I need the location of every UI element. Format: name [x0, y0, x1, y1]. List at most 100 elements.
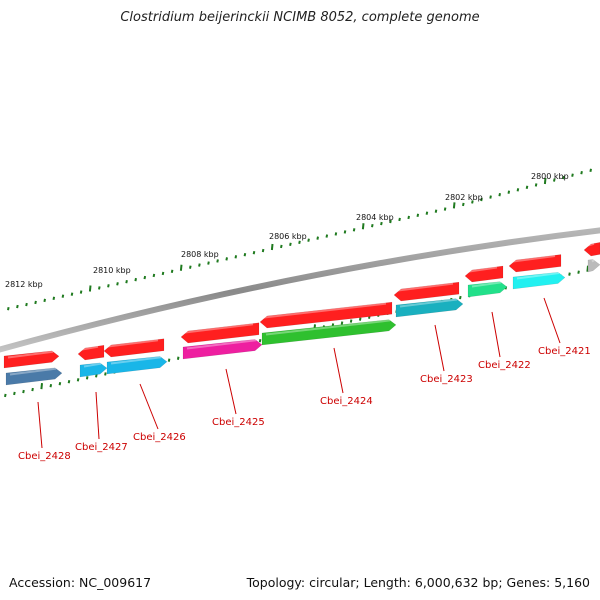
scale-tick — [498, 192, 501, 197]
genome-backbone — [0, 227, 600, 353]
scale-tick — [425, 211, 429, 215]
cds-feature-highlight — [263, 302, 387, 319]
leader-line — [491, 311, 501, 358]
scale-tick — [316, 236, 319, 240]
gene-feature-highlight — [9, 367, 57, 376]
gene-feature-highlight — [471, 281, 502, 288]
scale-label: 2806 kbp — [269, 232, 307, 241]
scale-tick — [507, 190, 511, 194]
lower-tick — [167, 358, 171, 362]
lower-tick — [76, 378, 80, 382]
gene-feature — [261, 319, 397, 346]
lower-tick — [586, 265, 589, 272]
scale-tick — [179, 264, 183, 271]
scale-tick — [325, 234, 329, 238]
cds-feature-highlight — [184, 323, 254, 334]
scale-tick — [7, 306, 10, 311]
gene-feature-highlight — [516, 272, 560, 280]
scale-tick — [70, 292, 74, 296]
lower-tick — [85, 376, 89, 380]
lower-tick — [577, 270, 580, 274]
gene-label: Cbei_2426 — [133, 432, 186, 443]
gene-label: Cbei_2427 — [75, 442, 128, 453]
scale-label: 2800 kbp — [531, 172, 569, 181]
scale-tick — [553, 178, 556, 182]
lower-tick — [358, 317, 362, 321]
scale-tick — [443, 207, 447, 211]
cds-feature — [393, 281, 460, 302]
scale-label: 2812 kbp — [5, 280, 43, 289]
cds-feature — [3, 350, 60, 369]
gene-feature-highlight — [591, 259, 595, 263]
lower-tick — [67, 380, 71, 384]
scale-label: 2808 kbp — [181, 250, 219, 259]
scale-tick — [380, 221, 383, 226]
scale-tick — [398, 217, 401, 222]
scale-tick — [198, 263, 201, 267]
cds-feature — [583, 242, 600, 257]
gene-label: Cbei_2421 — [538, 346, 591, 357]
scale-tick — [289, 242, 292, 247]
scale-tick — [61, 294, 65, 298]
lower-tick — [13, 391, 16, 396]
scale-tick — [562, 175, 565, 180]
scale-tick — [307, 238, 310, 242]
gene-feature-highlight — [399, 298, 458, 308]
scale-tick — [361, 223, 365, 230]
scale-ticks — [7, 168, 592, 311]
gene-label: Cbei_2428 — [18, 451, 71, 462]
scale-tick — [543, 177, 547, 185]
scale-tick — [471, 200, 474, 204]
gene-leader-lines — [37, 297, 561, 449]
gene-feature — [512, 271, 566, 290]
scale-tick — [79, 290, 83, 294]
scale-tick — [352, 228, 356, 232]
scale-tick — [43, 298, 46, 303]
scale-tick — [270, 243, 274, 251]
gene-feature-highlight — [110, 356, 162, 365]
lower-tick — [22, 389, 25, 394]
scale-tick — [389, 219, 392, 224]
scale-tick — [452, 202, 456, 209]
figure-title: Clostridium beijerinckii NCIMB 8052, com… — [120, 10, 480, 25]
gene-feature — [106, 356, 168, 375]
gene-feature-highlight — [186, 339, 257, 350]
scale-tick — [152, 273, 156, 278]
cds-feature-highlight — [7, 350, 54, 359]
scale-tick — [134, 277, 137, 282]
scale-tick — [571, 173, 574, 177]
cds-feature-highlight — [587, 242, 595, 247]
leader-line — [37, 401, 43, 449]
cds-feature — [77, 344, 105, 361]
gene-feature — [587, 259, 600, 273]
scale-tick — [580, 171, 583, 175]
lower-tick — [258, 338, 262, 343]
lower-tick — [176, 356, 180, 360]
scale-tick — [480, 197, 483, 202]
scale-tick — [207, 261, 210, 265]
scale-tick — [189, 265, 192, 269]
scale-tick — [170, 269, 174, 274]
cds-feature-highlight — [512, 255, 556, 263]
lower-tick — [4, 393, 7, 398]
lower-tick — [568, 272, 571, 276]
scale-tick — [216, 259, 219, 263]
scale-tick — [343, 230, 347, 234]
scale-tick — [88, 285, 92, 292]
gene-label: Cbei_2424 — [320, 396, 373, 407]
scale-tick — [243, 253, 247, 257]
scale-tick — [525, 185, 529, 190]
gene-feature — [467, 281, 508, 298]
scale-tick — [98, 286, 101, 290]
scale-tick — [261, 248, 265, 253]
gene-feature-highlight — [265, 319, 391, 336]
scale-tick — [298, 240, 301, 244]
lower-tick — [340, 321, 344, 325]
leader-line — [543, 297, 561, 344]
scale-tick — [462, 202, 465, 207]
leader-line — [95, 391, 100, 440]
scale-tick — [334, 232, 338, 236]
cds-feature-highlight — [397, 282, 454, 292]
scale-tick — [234, 255, 238, 259]
cds-feature — [259, 301, 393, 329]
